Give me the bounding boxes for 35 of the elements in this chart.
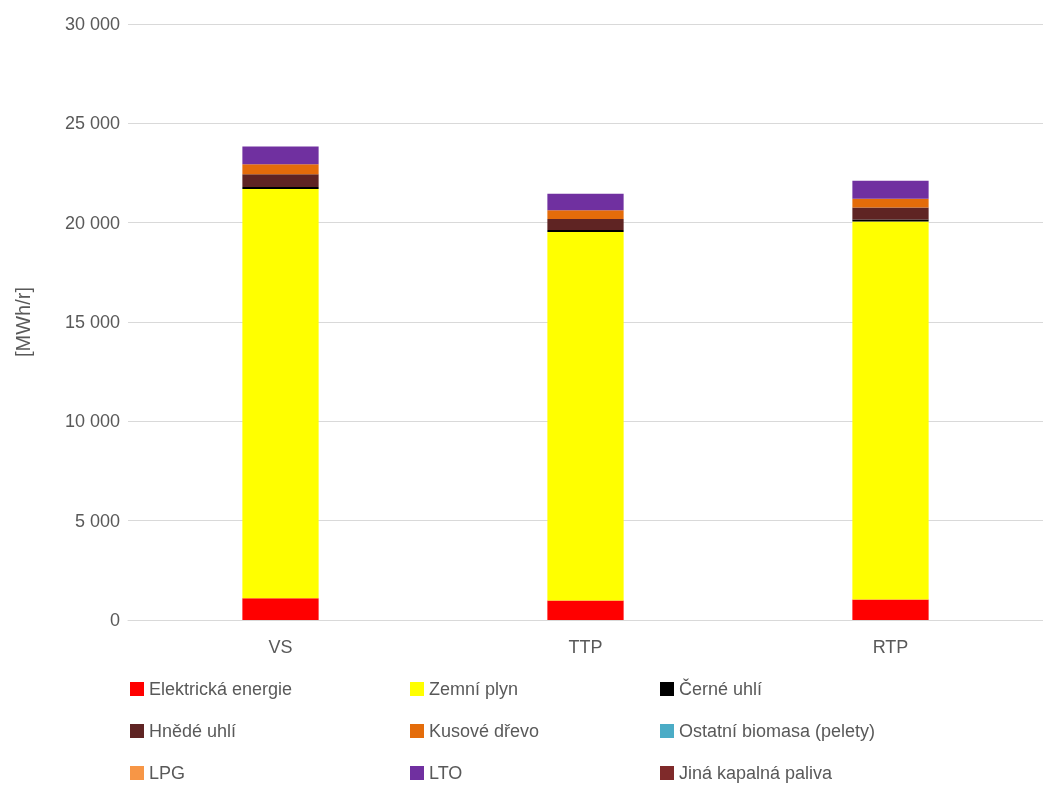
y-tick-label: 0 (109, 610, 120, 630)
y-tick-label: 5 000 (74, 510, 120, 531)
legend-label: Hnědé uhlí (149, 721, 237, 741)
bar (547, 219, 624, 231)
legend-label: Elektrická energie (149, 679, 293, 699)
y-tick-label: 25 000 (64, 113, 120, 134)
bar (547, 193, 624, 211)
legend-label: Kusové dřevo (429, 721, 540, 741)
y-tick-label: 30 000 (64, 14, 120, 34)
legend-label: Ostatní biomasa (pelety) (679, 721, 876, 741)
y-tick-label: 10 000 (64, 411, 120, 432)
x-tick-label: TTP (568, 637, 603, 657)
legend-label: LPG (149, 763, 186, 783)
y-tick-label: 20 000 (64, 212, 120, 233)
legend-label: LTO (429, 763, 463, 783)
bar (852, 198, 929, 208)
bar (547, 600, 624, 620)
y-tick-label: 15 000 (64, 312, 120, 332)
y-axis-title: [MWh/r] (12, 287, 34, 357)
x-tick-label: RTP (872, 637, 909, 657)
bar (242, 164, 319, 175)
legend-label: Zemní plyn (429, 679, 519, 699)
bar (242, 189, 319, 599)
legend-label: Černé uhlí (679, 678, 763, 699)
bar (852, 180, 929, 199)
bar (242, 146, 319, 165)
bar (852, 207, 929, 220)
bar (852, 221, 929, 600)
bar (852, 599, 929, 620)
bar (242, 598, 319, 620)
bar (547, 210, 624, 220)
bar (547, 232, 624, 601)
legend-label: Jiná kapalná paliva (679, 763, 834, 783)
x-tick-label: VS (268, 637, 293, 657)
bar (242, 174, 319, 188)
